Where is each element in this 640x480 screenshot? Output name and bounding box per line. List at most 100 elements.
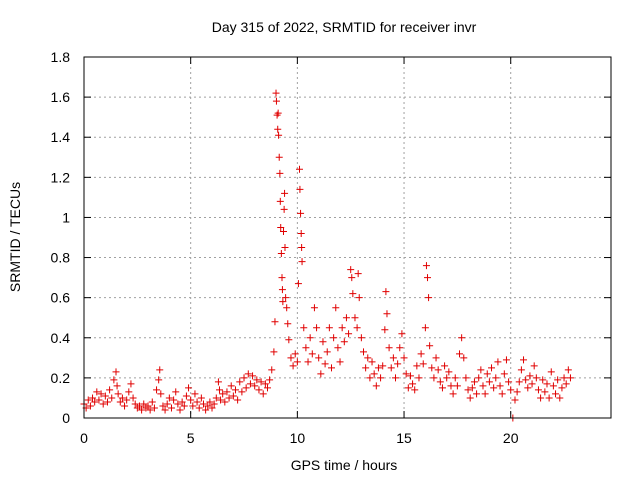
data-point xyxy=(279,298,287,306)
data-point xyxy=(564,366,572,374)
data-point xyxy=(199,400,207,408)
data-point xyxy=(392,374,400,382)
data-point xyxy=(505,378,513,386)
data-point xyxy=(251,382,259,390)
data-point xyxy=(377,374,385,382)
data-point xyxy=(272,89,280,97)
data-point xyxy=(323,348,331,356)
data-point xyxy=(297,229,305,237)
data-point xyxy=(165,394,173,402)
data-point xyxy=(238,388,246,396)
data-point xyxy=(387,364,395,372)
data-point xyxy=(348,274,356,282)
y-tick-label: 0.2 xyxy=(51,370,71,386)
data-point xyxy=(415,374,423,382)
data-point xyxy=(298,258,306,266)
data-point xyxy=(374,364,382,372)
data-point xyxy=(291,350,299,358)
data-point xyxy=(330,334,338,342)
data-point xyxy=(253,376,261,384)
data-point xyxy=(347,266,355,274)
data-point xyxy=(234,396,242,404)
data-point xyxy=(195,404,203,412)
data-point xyxy=(191,390,199,398)
data-point xyxy=(281,244,289,252)
data-point xyxy=(306,334,314,342)
data-point xyxy=(101,392,109,400)
y-tick-label: 0.4 xyxy=(51,330,71,346)
data-point xyxy=(488,364,496,372)
data-point xyxy=(379,362,387,370)
data-point xyxy=(534,386,542,394)
data-point xyxy=(282,294,290,302)
data-point xyxy=(475,374,483,382)
data-point xyxy=(93,388,101,396)
data-point xyxy=(287,354,295,362)
data-point xyxy=(492,374,500,382)
data-point xyxy=(289,362,297,370)
data-point xyxy=(547,368,555,376)
data-point xyxy=(223,388,231,396)
data-point xyxy=(354,270,362,278)
y-tick-label: 1.2 xyxy=(51,169,71,185)
data-point xyxy=(468,384,476,392)
data-point xyxy=(276,169,284,177)
data-point xyxy=(283,304,291,312)
y-tick-label: 1.4 xyxy=(51,129,71,145)
data-point xyxy=(163,400,171,408)
data-point xyxy=(106,386,114,394)
data-point xyxy=(498,390,506,398)
data-point xyxy=(275,131,283,139)
data-point xyxy=(441,362,449,370)
data-point xyxy=(271,318,279,326)
data-point xyxy=(146,406,154,414)
data-points xyxy=(80,89,574,422)
data-point xyxy=(296,185,304,193)
data-point xyxy=(202,406,210,414)
data-point xyxy=(537,394,545,402)
data-point xyxy=(353,324,361,332)
data-point xyxy=(383,310,391,318)
data-point xyxy=(496,382,504,390)
data-point xyxy=(562,380,570,388)
data-point xyxy=(560,374,568,382)
data-point xyxy=(349,290,357,298)
data-point xyxy=(530,362,538,370)
data-point xyxy=(483,370,491,378)
data-point xyxy=(385,344,393,352)
data-point xyxy=(522,376,530,384)
data-point xyxy=(148,398,156,406)
data-point xyxy=(360,348,368,356)
data-point xyxy=(317,370,325,378)
data-point xyxy=(479,382,487,390)
data-point xyxy=(396,344,404,352)
data-point xyxy=(428,364,436,372)
data-point xyxy=(99,400,107,408)
data-point xyxy=(123,396,131,404)
data-point xyxy=(355,294,363,302)
data-point xyxy=(91,398,99,406)
data-point xyxy=(545,394,553,402)
data-point xyxy=(263,384,271,392)
data-point xyxy=(434,366,442,374)
data-point xyxy=(315,354,323,362)
data-point xyxy=(221,398,229,406)
data-point xyxy=(432,354,440,362)
data-point xyxy=(295,165,303,173)
data-point xyxy=(242,384,250,392)
data-point xyxy=(285,336,293,344)
x-tick-label: 5 xyxy=(187,430,195,446)
data-point xyxy=(411,386,419,394)
data-point xyxy=(524,384,532,392)
data-point xyxy=(319,338,327,346)
data-point xyxy=(532,374,540,382)
data-point xyxy=(473,390,481,398)
data-point xyxy=(364,354,372,362)
data-point xyxy=(277,250,285,258)
data-point xyxy=(402,370,410,378)
data-point xyxy=(294,280,302,288)
data-point xyxy=(240,374,248,382)
data-point xyxy=(167,404,175,412)
data-point xyxy=(520,356,528,364)
data-point xyxy=(131,400,139,408)
